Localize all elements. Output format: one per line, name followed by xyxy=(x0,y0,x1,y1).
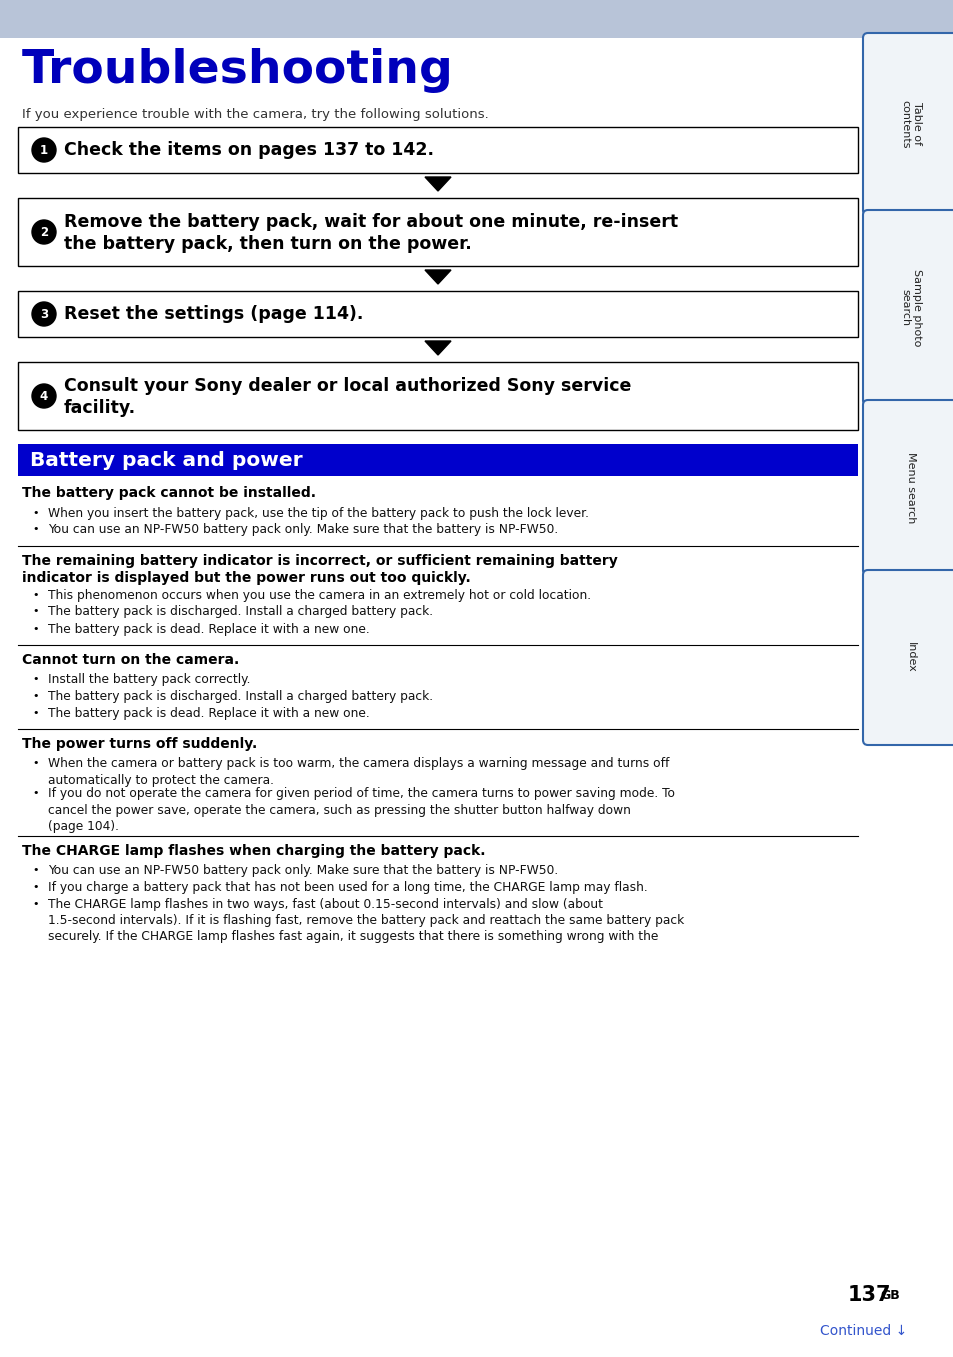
Text: Menu search: Menu search xyxy=(905,452,915,524)
Text: The battery pack cannot be installed.: The battery pack cannot be installed. xyxy=(22,486,315,499)
Text: 3: 3 xyxy=(40,308,48,320)
Text: •: • xyxy=(32,525,38,535)
Text: •: • xyxy=(32,589,38,600)
Polygon shape xyxy=(424,176,451,191)
Text: When the camera or battery pack is too warm, the camera displays a warning messa: When the camera or battery pack is too w… xyxy=(48,757,669,787)
Text: Consult your Sony dealer or local authorized Sony service: Consult your Sony dealer or local author… xyxy=(64,377,631,395)
Text: If you do not operate the camera for given period of time, the camera turns to p: If you do not operate the camera for giv… xyxy=(48,787,675,833)
Circle shape xyxy=(32,384,56,408)
Bar xyxy=(18,198,857,266)
Text: Sample photo
search: Sample photo search xyxy=(900,269,921,346)
Text: •: • xyxy=(32,759,38,768)
Text: 137: 137 xyxy=(847,1285,890,1305)
Circle shape xyxy=(32,138,56,161)
Bar xyxy=(18,128,857,172)
Text: Index: Index xyxy=(905,642,915,673)
Text: The battery pack is dead. Replace it with a new one.: The battery pack is dead. Replace it wit… xyxy=(48,623,370,635)
Circle shape xyxy=(32,303,56,326)
Text: GB: GB xyxy=(879,1289,899,1301)
Bar xyxy=(18,444,857,476)
Text: Install the battery pack correctly.: Install the battery pack correctly. xyxy=(48,673,251,687)
FancyBboxPatch shape xyxy=(862,210,953,404)
Text: Reset the settings (page 114).: Reset the settings (page 114). xyxy=(64,305,363,323)
Bar xyxy=(18,290,857,337)
Polygon shape xyxy=(424,341,451,356)
Text: This phenomenon occurs when you use the camera in an extremely hot or cold locat: This phenomenon occurs when you use the … xyxy=(48,589,591,601)
Text: •: • xyxy=(32,882,38,892)
Text: The CHARGE lamp flashes in two ways, fast (about 0.15-second intervals) and slow: The CHARGE lamp flashes in two ways, fas… xyxy=(48,898,683,943)
Text: •: • xyxy=(32,623,38,634)
Text: •: • xyxy=(32,708,38,718)
Bar xyxy=(18,362,857,430)
FancyBboxPatch shape xyxy=(862,570,953,745)
Text: Remove the battery pack, wait for about one minute, re-insert: Remove the battery pack, wait for about … xyxy=(64,213,678,231)
Text: Table of
contents: Table of contents xyxy=(900,100,921,148)
Text: Continued ↓: Continued ↓ xyxy=(820,1324,906,1338)
Text: Troubleshooting: Troubleshooting xyxy=(22,47,454,94)
Text: The CHARGE lamp flashes when charging the battery pack.: The CHARGE lamp flashes when charging th… xyxy=(22,844,485,858)
Text: The battery pack is discharged. Install a charged battery pack.: The battery pack is discharged. Install … xyxy=(48,605,433,619)
Text: 1: 1 xyxy=(40,144,48,156)
Text: You can use an NP-FW50 battery pack only. Make sure that the battery is NP-FW50.: You can use an NP-FW50 battery pack only… xyxy=(48,524,558,536)
Text: You can use an NP-FW50 battery pack only. Make sure that the battery is NP-FW50.: You can use an NP-FW50 battery pack only… xyxy=(48,864,558,877)
Text: •: • xyxy=(32,898,38,909)
Text: the battery pack, then turn on the power.: the battery pack, then turn on the power… xyxy=(64,235,471,254)
Text: •: • xyxy=(32,691,38,702)
Text: The power turns off suddenly.: The power turns off suddenly. xyxy=(22,737,257,750)
FancyBboxPatch shape xyxy=(862,400,953,575)
Text: 2: 2 xyxy=(40,225,48,239)
Text: •: • xyxy=(32,508,38,517)
Text: When you insert the battery pack, use the tip of the battery pack to push the lo: When you insert the battery pack, use th… xyxy=(48,506,588,520)
Circle shape xyxy=(32,220,56,244)
Text: Cannot turn on the camera.: Cannot turn on the camera. xyxy=(22,653,239,666)
Text: facility.: facility. xyxy=(64,399,136,417)
Text: •: • xyxy=(32,788,38,798)
Text: The battery pack is discharged. Install a charged battery pack.: The battery pack is discharged. Install … xyxy=(48,689,433,703)
Text: •: • xyxy=(32,607,38,616)
Text: Battery pack and power: Battery pack and power xyxy=(30,451,302,470)
Text: The remaining battery indicator is incorrect, or sufficient remaining battery
in: The remaining battery indicator is incor… xyxy=(22,554,618,585)
Text: 4: 4 xyxy=(40,389,48,403)
Text: The battery pack is dead. Replace it with a new one.: The battery pack is dead. Replace it wit… xyxy=(48,707,370,721)
Text: If you charge a battery pack that has not been used for a long time, the CHARGE : If you charge a battery pack that has no… xyxy=(48,881,647,894)
FancyBboxPatch shape xyxy=(862,33,953,214)
Text: •: • xyxy=(32,674,38,684)
Text: If you experience trouble with the camera, try the following solutions.: If you experience trouble with the camer… xyxy=(22,109,488,121)
Text: •: • xyxy=(32,864,38,875)
Bar xyxy=(0,0,953,38)
Polygon shape xyxy=(424,270,451,284)
Text: Check the items on pages 137 to 142.: Check the items on pages 137 to 142. xyxy=(64,141,434,159)
